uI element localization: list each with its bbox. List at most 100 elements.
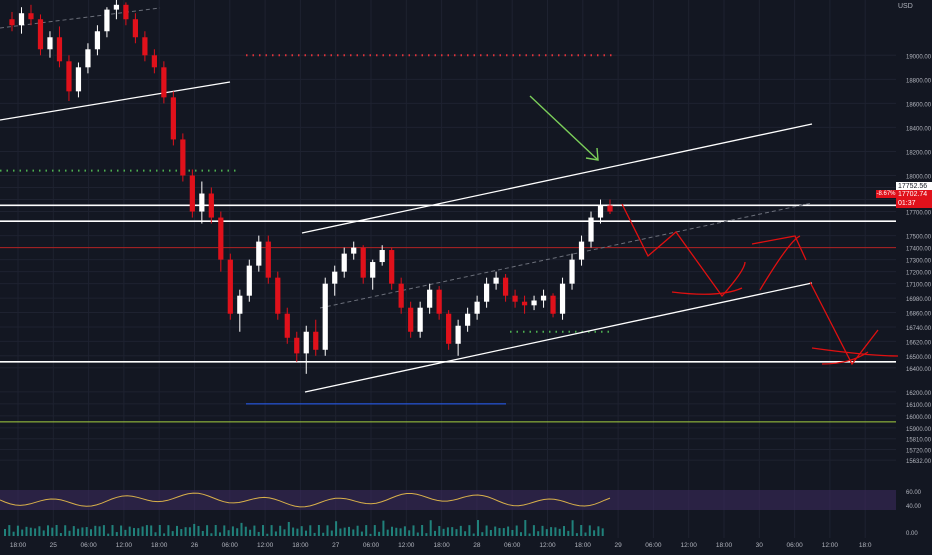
candle-body <box>303 331 309 354</box>
candle-body <box>446 313 452 344</box>
volume-bar <box>77 528 80 536</box>
price-tick-label: 16860.00 <box>906 312 932 318</box>
volume-bar <box>141 526 144 536</box>
candle-body <box>113 4 120 10</box>
volume-bar <box>309 525 312 536</box>
volume-bar <box>128 526 131 536</box>
candle-body <box>208 193 214 218</box>
channel-upper <box>301 123 813 234</box>
price-tick-label: 15810.00 <box>906 438 932 444</box>
volume-bar <box>90 529 92 536</box>
volume-bar <box>244 526 247 536</box>
volume-bar <box>451 527 454 536</box>
volume-bar <box>313 532 316 536</box>
volume-bar <box>446 527 449 536</box>
last-price-tag: 17702.74 <box>896 190 932 199</box>
volume-bar <box>292 527 295 536</box>
candle-body <box>275 277 281 314</box>
volume-bar <box>120 525 123 536</box>
candle-body <box>189 175 195 212</box>
volume-bar <box>210 533 213 536</box>
volume-bar <box>416 532 419 536</box>
time-tick-label: 18:00 <box>292 542 309 549</box>
volume-bar <box>472 533 475 536</box>
volume-bar <box>489 529 492 536</box>
volume-bar <box>455 529 458 536</box>
volume-bar <box>137 528 140 536</box>
candle-body <box>28 13 34 20</box>
candle-body <box>284 313 290 338</box>
time-tick-label: 25 <box>50 542 58 549</box>
candle-body <box>218 217 224 260</box>
price-tick-label: 15900.00 <box>906 427 932 433</box>
candle-body <box>265 241 271 278</box>
candle-body <box>597 205 604 218</box>
volume-bar <box>296 528 299 536</box>
volume-bar <box>425 533 428 536</box>
time-tick-label: 18:00 <box>151 542 168 549</box>
volume-bar <box>494 526 497 536</box>
volume-bar <box>47 525 49 536</box>
oscillator-line <box>0 492 611 508</box>
volume-bar <box>133 527 135 536</box>
time-tick-label: 12:00 <box>822 542 839 549</box>
candle-body <box>170 97 176 140</box>
price-tick-label: 18800.00 <box>906 78 932 84</box>
candle-body <box>47 37 53 50</box>
volume-bar <box>360 531 363 536</box>
price-tick-label: 16980.00 <box>906 297 932 303</box>
volume-bar <box>438 526 441 536</box>
channel-lower <box>304 282 813 393</box>
time-tick-label: 12:00 <box>257 542 274 549</box>
volume-bar <box>554 527 557 536</box>
price-tick-label: 18600.00 <box>906 102 932 108</box>
candle-body <box>465 313 471 326</box>
volume-bar <box>219 532 221 536</box>
candle-body <box>256 241 262 266</box>
volume-bar <box>348 526 350 536</box>
volume-bar <box>25 526 28 536</box>
volume-bar <box>197 525 200 536</box>
volume-bar <box>558 528 561 536</box>
candle-body <box>360 247 366 278</box>
oscillator-tick-label: 40.00 <box>906 504 922 510</box>
volume-bar <box>588 525 591 536</box>
volume-bar <box>184 527 187 536</box>
price-tick-label: 15720.00 <box>906 449 932 455</box>
volume-bar <box>206 525 209 536</box>
candle-body <box>294 337 300 354</box>
volume-bar <box>386 529 389 536</box>
volume-bar <box>12 531 15 536</box>
price-tick-label: 16000.00 <box>906 415 932 421</box>
time-tick-label: 30 <box>756 542 764 549</box>
candle-body <box>540 295 547 301</box>
volume-tick-label: 0.00 <box>906 531 918 537</box>
volume-bar <box>408 530 411 536</box>
volume-bar <box>378 531 381 536</box>
volume-bar <box>395 527 398 536</box>
time-tick-label: 18:0 <box>859 542 872 549</box>
volume-bar <box>266 533 269 536</box>
candle-body <box>578 241 585 260</box>
candle-body <box>94 31 101 50</box>
candle-body <box>151 55 157 68</box>
candle-body <box>550 295 556 314</box>
price-tick-label: 16100.00 <box>906 403 932 409</box>
volume-bar <box>16 525 19 536</box>
drawing-projection-1 <box>621 203 746 298</box>
volume-bar <box>468 525 471 536</box>
time-tick-label: 18:00 <box>716 542 733 549</box>
volume-bar <box>541 525 544 536</box>
volume-bar <box>537 531 540 536</box>
volume-bar <box>257 531 260 536</box>
volume-bar <box>532 525 535 536</box>
candle-body <box>483 283 490 302</box>
volume-bar <box>528 533 531 536</box>
volume-bar <box>421 525 424 536</box>
volume-bar <box>64 525 67 536</box>
dashed-line-left <box>0 7 161 29</box>
time-tick-label: 12:00 <box>539 542 556 549</box>
